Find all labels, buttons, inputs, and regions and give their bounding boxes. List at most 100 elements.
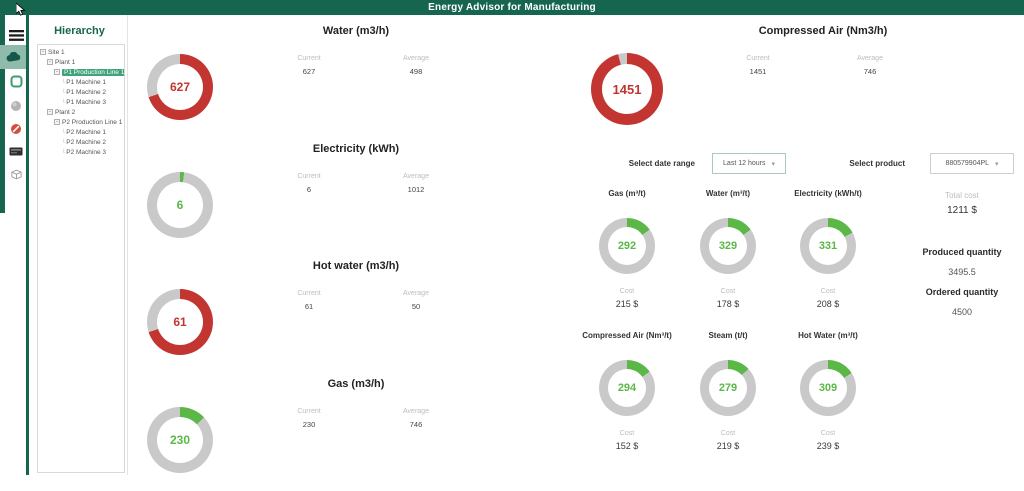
cost-value: 215 $ bbox=[615, 299, 639, 309]
gauge-value: 1451 bbox=[612, 81, 642, 97]
tree-item-label: P2 Machine 3 bbox=[66, 149, 107, 156]
cost-label: Cost bbox=[820, 430, 836, 437]
per-ton-metric-cell: Electricity (kWh/t) 331 Cost 208 $ bbox=[773, 189, 883, 309]
tree-expander-icon[interactable]: - bbox=[47, 59, 53, 66]
tree-item[interactable]: └P1 Machine 2 bbox=[39, 88, 123, 98]
main-content: Water (m3/h) 627 Current 627 Average 498 Elect… bbox=[129, 15, 1024, 475]
product-label: Select product bbox=[849, 159, 905, 168]
average-label: Average bbox=[403, 173, 429, 180]
cost-label: Cost bbox=[720, 430, 736, 437]
menu-icon[interactable] bbox=[6, 26, 26, 44]
tree-item-label: P2 Machine 2 bbox=[66, 139, 107, 146]
ordered-quantity-label: Ordered quantity bbox=[925, 287, 999, 297]
tree-item-label: Plant 1 bbox=[55, 59, 76, 66]
metric-title: Electricity (kWh) bbox=[312, 143, 400, 155]
average-label: Average bbox=[403, 290, 429, 297]
tree-item[interactable]: └P2 Machine 1 bbox=[39, 128, 123, 138]
donut-gauge: 61 bbox=[147, 289, 213, 355]
cube-icon[interactable] bbox=[6, 165, 26, 183]
tree-connector: └ bbox=[61, 100, 66, 106]
gauge-value: 331 bbox=[818, 240, 838, 252]
product-select[interactable]: 880579904PL ▾ bbox=[930, 153, 1014, 174]
rail-edge bbox=[0, 15, 5, 213]
donut-gauge: 292 bbox=[599, 218, 655, 274]
donut-gauge: 279 bbox=[700, 360, 756, 416]
tree-item-label: Site 1 bbox=[48, 49, 65, 56]
donut-gauge: 309 bbox=[800, 360, 856, 416]
tree-item[interactable]: └P1 Machine 1 bbox=[39, 78, 123, 88]
chevron-down-icon: ▾ bbox=[771, 160, 775, 168]
metric-title: Water (m3/h) bbox=[322, 25, 390, 37]
cost-value: 152 $ bbox=[615, 441, 639, 451]
gauge-value: 230 bbox=[169, 433, 191, 447]
tree-item[interactable]: └P2 Machine 2 bbox=[39, 138, 123, 148]
cost-value: 239 $ bbox=[816, 441, 840, 451]
metric-block: Water (m3/h) 627 Current 627 Average 498 bbox=[129, 21, 469, 138]
per-ton-metric-cell: Gas (m³/t) 292 Cost 215 $ bbox=[572, 189, 682, 309]
tree-connector: └ bbox=[61, 80, 66, 86]
per-ton-metric-cell: Water (m³/t) 329 Cost 178 $ bbox=[673, 189, 783, 309]
product-value: 880579904PL bbox=[945, 160, 990, 167]
sphere-icon[interactable] bbox=[6, 97, 26, 115]
metric-title: Compressed Air (Nm3/h) bbox=[758, 25, 888, 37]
gauge-value: 309 bbox=[818, 382, 838, 394]
tree-item-label: P2 Production Line 1 bbox=[62, 119, 123, 126]
date-range-select[interactable]: Last 12 hours ▾ bbox=[712, 153, 786, 174]
current-label: Current bbox=[297, 55, 321, 62]
tree-item[interactable]: - Plant 2 bbox=[39, 108, 123, 118]
gauge-value: 294 bbox=[617, 382, 637, 394]
tree-item[interactable]: - Plant 1 bbox=[39, 58, 123, 68]
hierarchy-panel: Hierarchy - Site 1- Plant 1- P1 Production … bbox=[32, 15, 128, 475]
tree-expander-icon[interactable]: - bbox=[54, 119, 60, 126]
donut-gauge: 230 bbox=[147, 407, 213, 473]
cloud-nav-item-active[interactable] bbox=[0, 45, 26, 69]
current-label: Current bbox=[297, 408, 321, 415]
keyboard-icon[interactable] bbox=[6, 142, 26, 160]
cost-value: 219 $ bbox=[716, 441, 740, 451]
metric-title: Hot Water (m³/t) bbox=[798, 331, 858, 340]
tree-item[interactable]: - P1 Production Line 1 bbox=[39, 68, 124, 78]
cost-value: 178 $ bbox=[716, 299, 740, 309]
tree-connector: └ bbox=[61, 90, 66, 96]
gauge-value: 627 bbox=[169, 80, 191, 94]
average-value: 746 bbox=[863, 67, 877, 76]
average-value: 1012 bbox=[407, 185, 425, 194]
tree-connector: └ bbox=[61, 140, 66, 146]
metric-title: Gas (m³/t) bbox=[608, 189, 646, 198]
average-label: Average bbox=[403, 55, 429, 62]
metric-block: Gas (m3/h) 230 Current 230 Average 746 bbox=[129, 374, 469, 491]
metric-title: Compressed Air (Nm³/t) bbox=[582, 331, 672, 340]
current-label: Current bbox=[297, 290, 321, 297]
gauge-dial-icon[interactable] bbox=[6, 120, 26, 138]
panel-outline-icon[interactable] bbox=[6, 72, 26, 90]
tree-expander-icon[interactable]: - bbox=[54, 69, 60, 76]
current-value: 627 bbox=[302, 67, 316, 76]
tree-item-label: Plant 2 bbox=[55, 109, 76, 116]
donut-gauge: 329 bbox=[700, 218, 756, 274]
tree-connector: └ bbox=[61, 130, 66, 136]
total-cost-value: 1211 $ bbox=[947, 205, 977, 216]
produced-quantity-label: Produced quantity bbox=[922, 247, 1002, 257]
gauge-value: 61 bbox=[173, 315, 187, 329]
average-value: 746 bbox=[409, 420, 423, 429]
tree-item-label: P2 Machine 1 bbox=[66, 129, 107, 136]
tree-item-label: P1 Machine 3 bbox=[66, 99, 107, 106]
per-ton-metric-cell: Steam (t/t) 279 Cost 219 $ bbox=[673, 331, 783, 451]
tree-item[interactable]: └P2 Machine 3 bbox=[39, 148, 123, 158]
cost-label: Cost bbox=[619, 288, 635, 295]
tree-item[interactable]: - Site 1 bbox=[39, 48, 123, 58]
hierarchy-title: Hierarchy bbox=[54, 25, 105, 37]
current-label: Current bbox=[746, 55, 770, 62]
average-value: 498 bbox=[409, 67, 423, 76]
tree-expander-icon[interactable]: - bbox=[40, 49, 46, 56]
average-label: Average bbox=[403, 408, 429, 415]
app-title: Energy Advisor for Manufacturing bbox=[428, 2, 596, 13]
tree-expander-icon[interactable]: - bbox=[47, 109, 53, 116]
donut-gauge: 1451 bbox=[591, 53, 663, 125]
tree-connector: └ bbox=[61, 150, 66, 156]
tree-item[interactable]: - P2 Production Line 1 bbox=[39, 118, 123, 128]
cloud-icon bbox=[6, 52, 20, 62]
gauge-value: 279 bbox=[718, 382, 738, 394]
date-range-label: Select date range bbox=[628, 159, 695, 168]
tree-item[interactable]: └P1 Machine 3 bbox=[39, 98, 123, 108]
